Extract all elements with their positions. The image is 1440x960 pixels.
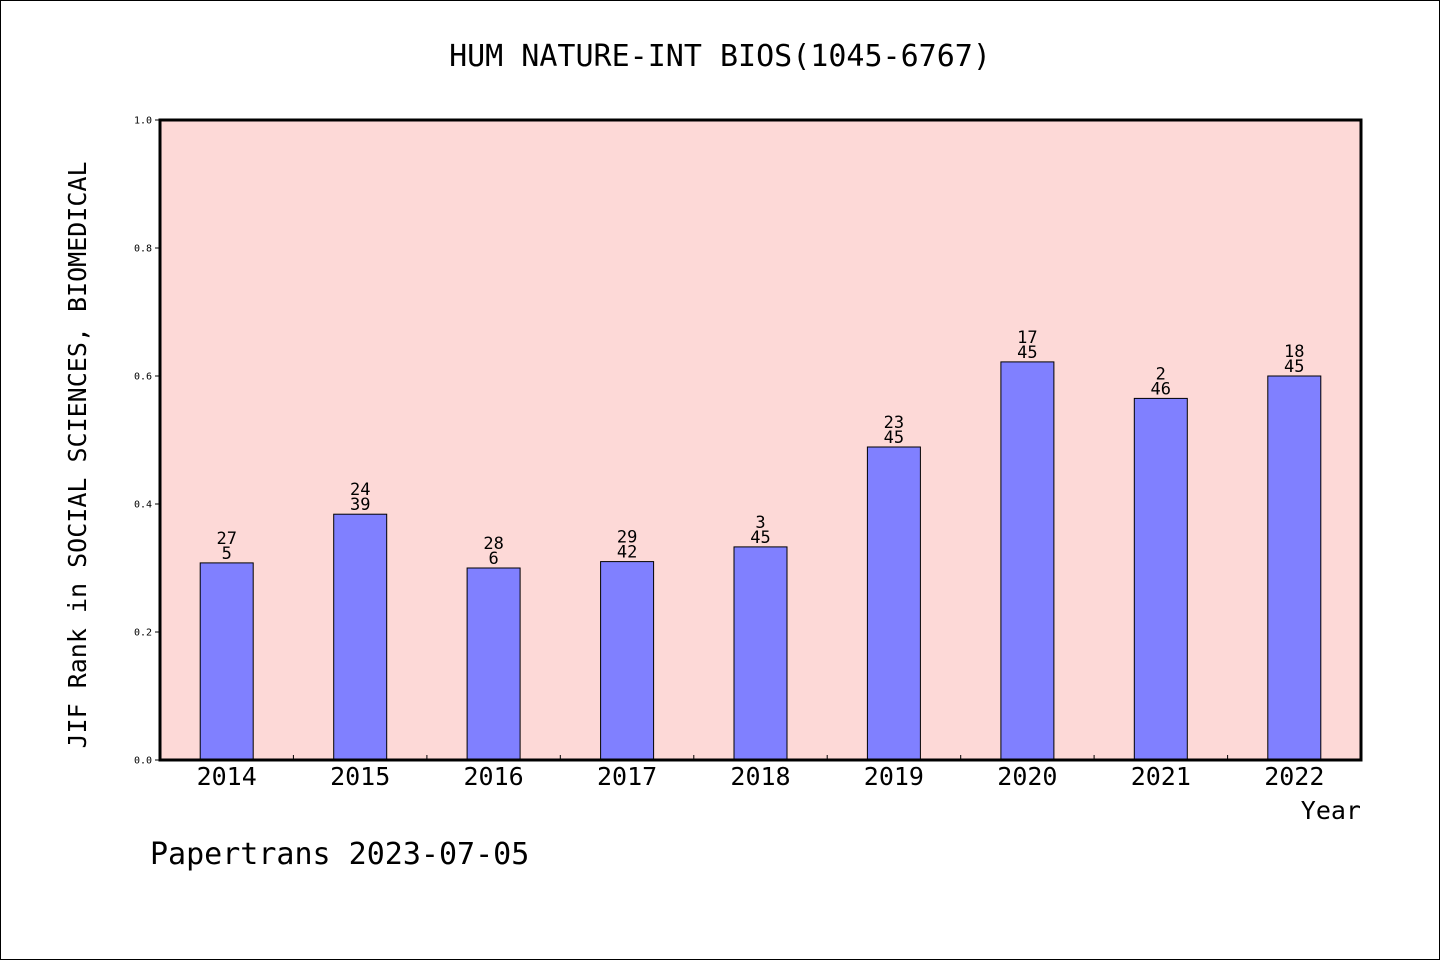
bar-2016	[466, 567, 521, 761]
x-tick-label-2014: 2014	[197, 762, 257, 791]
y-tick-label-0.0: 0.0	[134, 756, 152, 767]
y-tick-label-0.2: 0.2	[134, 628, 152, 639]
x-tick-label-2015: 2015	[330, 762, 390, 791]
bar-label-denominator-2017: 42	[617, 543, 637, 563]
y-tick-label-1.0: 1.0	[134, 116, 152, 127]
y-axis-label: JIF Rank in SOCIAL SCIENCES, BIOMEDICAL	[63, 162, 92, 749]
plot-area-frame	[158, 118, 1363, 762]
chart-title: HUM NATURE-INT BIOS(1045-6767)	[449, 39, 991, 74]
footer-timestamp: Papertrans 2023-07-05	[150, 837, 529, 872]
bar-label-denominator-2022: 45	[1284, 357, 1304, 377]
bar-label-numerator-2017: 29	[617, 528, 637, 548]
x-tick-label-2019: 2019	[864, 762, 924, 791]
bar-2015	[333, 513, 388, 761]
bar-label-denominator-2015: 39	[350, 495, 370, 515]
bar-label-denominator-2014: 5	[222, 544, 232, 564]
y-tick-label-0.8: 0.8	[134, 244, 152, 255]
bar-label-numerator-2022: 18	[1284, 342, 1304, 362]
bar-label-denominator-2021: 46	[1151, 379, 1171, 399]
bar-label-denominator-2020: 45	[1017, 343, 1037, 363]
bar-label-numerator-2015: 24	[350, 480, 370, 500]
bar-label-denominator-2018: 45	[750, 528, 770, 548]
bar-label-numerator-2020: 17	[1017, 328, 1037, 348]
bar-2018	[733, 546, 788, 761]
bar-2020	[1000, 361, 1055, 761]
bar-label-numerator-2018: 3	[755, 513, 765, 533]
x-tick-label-2018: 2018	[730, 762, 790, 791]
x-tick-label-2021: 2021	[1131, 762, 1191, 791]
bar-2017	[600, 561, 655, 761]
y-tick-label-0.6: 0.6	[134, 372, 152, 383]
x-tick-label-2016: 2016	[463, 762, 523, 791]
bar-2014	[199, 562, 254, 761]
y-tick-label-0.4: 0.4	[134, 500, 152, 511]
x-tick-label-2022: 2022	[1264, 762, 1324, 791]
bar-label-numerator-2021: 2	[1156, 364, 1166, 384]
bar-label-numerator-2016: 28	[483, 534, 503, 554]
bar-2021	[1133, 397, 1188, 761]
x-tick-label-2020: 2020	[997, 762, 1057, 791]
x-tick-label-2017: 2017	[597, 762, 657, 791]
bar-label-denominator-2019: 45	[884, 428, 904, 448]
bar-2022	[1267, 375, 1322, 761]
bar-label-denominator-2016: 6	[488, 549, 498, 569]
bar-label-numerator-2014: 27	[216, 529, 236, 549]
ticks-layer: 2014 2015 2016 2017 2018 2019 2020 2021 2022 0.0 0…	[134, 116, 1324, 792]
bar-label-numerator-2019: 23	[884, 413, 904, 433]
bar-2019	[866, 446, 921, 761]
x-axis-label: Year	[1301, 796, 1361, 825]
